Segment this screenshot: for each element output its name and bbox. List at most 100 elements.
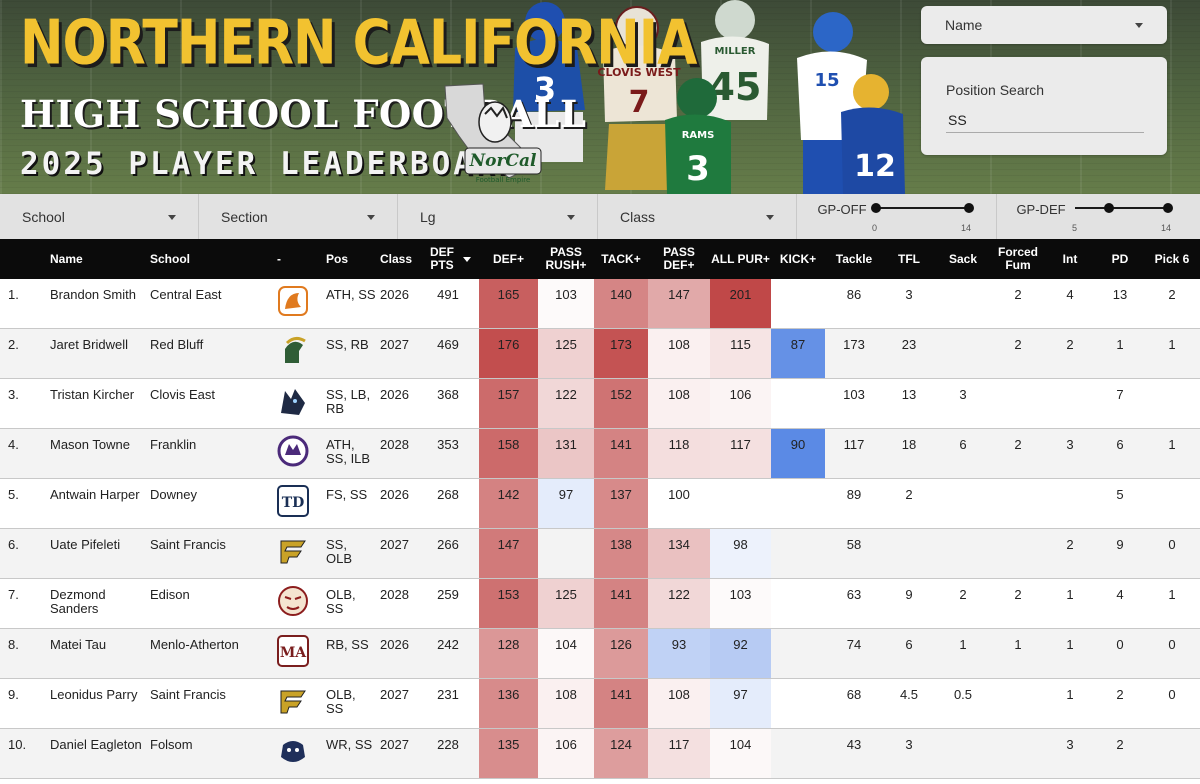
col-header-sack[interactable]: Sack xyxy=(948,251,978,266)
heat-cell-tack xyxy=(594,329,648,378)
class-dropdown[interactable]: Class xyxy=(598,194,797,239)
table-row[interactable]: TD 5. Antwain Harper Downey FS, SS 2026 268 142… xyxy=(0,479,1200,529)
col-header-tackle[interactable]: Tackle xyxy=(835,251,873,266)
table-row[interactable]: 7. Dezmond Sanders Edison OLB, SS 2028 259 153… xyxy=(0,579,1200,629)
col-header-tack[interactable]: TACK+ xyxy=(601,251,641,266)
heat-cell-pass-rush xyxy=(538,629,594,678)
col-header-school[interactable]: School xyxy=(150,251,191,266)
cell-name[interactable]: Uate Pifeleti xyxy=(50,537,121,552)
cell-class: 2027 xyxy=(380,737,409,752)
gp-off-max-handle[interactable] xyxy=(964,203,974,213)
col-header-class[interactable]: Class xyxy=(380,251,413,266)
cell-school[interactable]: Clovis East xyxy=(150,387,216,402)
cell-name[interactable]: Antwain Harper xyxy=(50,487,140,502)
cell-tackle: 68 xyxy=(846,687,862,702)
gp-off-min-tick: 0 xyxy=(872,223,878,233)
gp-off-slider[interactable]: GP-OFF 0 14 xyxy=(797,194,997,239)
cell-sack: 0.5 xyxy=(953,687,973,702)
col-header-logo[interactable]: - xyxy=(277,251,281,266)
cell-name[interactable]: Mason Towne xyxy=(50,437,130,452)
heat-cell-pass-rush xyxy=(538,329,594,378)
cell-school[interactable]: Edison xyxy=(150,587,190,602)
table-row[interactable]: 4. Mason Towne Franklin ATH, SS, ILB 2028 353… xyxy=(0,429,1200,479)
cell-tackle: 173 xyxy=(843,337,865,352)
cell-school[interactable]: Downey xyxy=(150,487,197,502)
col-header-name[interactable]: Name xyxy=(50,251,83,266)
cell-name[interactable]: Dezmond Sanders xyxy=(50,587,106,616)
cell-school[interactable]: Menlo-Atherton xyxy=(150,637,239,652)
cell-school[interactable]: Saint Francis xyxy=(150,687,226,702)
cell-tack: 141 xyxy=(610,437,632,452)
col-header-pos[interactable]: Pos xyxy=(326,251,349,266)
table-row[interactable]: 1. Brandon Smith Central East ATH, SS 2026 49… xyxy=(0,279,1200,329)
cell-name[interactable]: Matei Tau xyxy=(50,637,107,652)
cell-tack: 140 xyxy=(610,287,632,302)
cell-school[interactable]: Central East xyxy=(150,287,222,302)
table-row[interactable]: 3. Tristan Kircher Clovis East SS, LB, RB 20… xyxy=(0,379,1200,429)
table-row[interactable]: 2. Jaret Bridwell Red Bluff SS, RB 2027 469 17… xyxy=(0,329,1200,379)
cell-pos: WR, SS xyxy=(326,737,373,752)
col-header-int[interactable]: Int xyxy=(1062,251,1078,266)
cell-class: 2027 xyxy=(380,537,409,552)
school-dropdown[interactable]: School xyxy=(0,194,199,239)
heat-cell-tack xyxy=(594,629,648,678)
col-header-tfl[interactable]: TFL xyxy=(898,251,920,266)
gp-off-track xyxy=(875,207,969,209)
filter-bar: School Section Lg Class GP-OFF 0 14 GP-D… xyxy=(0,194,1200,239)
caret-down-icon xyxy=(168,215,176,220)
position-search-label: Position Search xyxy=(946,82,1045,98)
cell-pick6 xyxy=(1148,729,1196,778)
heat-cell-all-pur xyxy=(710,679,771,728)
gp-def-min-handle[interactable] xyxy=(1104,203,1114,213)
cell-all-pur: 117 xyxy=(730,437,751,452)
cell-forced-fum: 2 xyxy=(1014,587,1022,602)
cell-name[interactable]: Tristan Kircher xyxy=(50,387,135,402)
cell-school[interactable]: Red Bluff xyxy=(150,337,204,352)
cell-def-pts: 228 xyxy=(437,737,459,752)
cell-int: 2 xyxy=(1066,337,1074,352)
col-header-def-pts-label: DEF PTS xyxy=(430,245,454,272)
cell-tfl: 3 xyxy=(905,737,913,752)
cell-def-pts: 353 xyxy=(437,437,459,452)
table-row[interactable]: 10. Daniel Eagleton Folsom WR, SS 2027 228 135… xyxy=(0,729,1200,779)
col-header-all-pur[interactable]: ALL PUR+ xyxy=(711,251,770,266)
col-header-kick[interactable]: KICK+ xyxy=(779,251,817,266)
gp-def-min-tick: 5 xyxy=(1072,223,1078,233)
name-dropdown[interactable]: Name xyxy=(921,6,1167,44)
cell-sack: 1 xyxy=(959,637,967,652)
jersey-number-3: 45 xyxy=(709,65,762,109)
cell-name[interactable]: Jaret Bridwell xyxy=(50,337,129,352)
col-header-pass-def[interactable]: PASS DEF+ xyxy=(663,245,695,272)
col-header-pd[interactable]: PD xyxy=(1111,251,1129,266)
gp-off-min-handle[interactable] xyxy=(871,203,881,213)
league-dropdown[interactable]: Lg xyxy=(398,194,598,239)
heat-cell-pass-rush xyxy=(538,479,594,528)
cell-name[interactable]: Leonidus Parry xyxy=(50,687,138,702)
cell-pd: 2 xyxy=(1116,737,1124,752)
cell-kick: 90 xyxy=(790,437,806,452)
cell-pass-rush: 104 xyxy=(555,637,577,652)
cell-name[interactable]: Brandon Smith xyxy=(50,287,136,302)
table-row[interactable]: 6. Uate Pifeleti Saint Francis SS, OLB 2027 2… xyxy=(0,529,1200,579)
col-header-pass-rush[interactable]: PASS RUSH+ xyxy=(545,245,587,272)
cell-school[interactable]: Franklin xyxy=(150,437,197,452)
cell-pass-def: 108 xyxy=(668,387,690,402)
col-header-def-pts[interactable]: DEF PTS xyxy=(422,239,474,279)
section-dropdown[interactable]: Section xyxy=(199,194,398,239)
col-header-def-plus[interactable]: DEF+ xyxy=(492,251,524,266)
cell-class: 2026 xyxy=(380,487,409,502)
gp-def-slider[interactable]: GP-DEF 5 14 xyxy=(997,194,1200,239)
timberwolf-icon xyxy=(281,389,305,415)
position-search-input[interactable] xyxy=(946,107,1144,133)
cell-school[interactable]: Folsom xyxy=(150,737,193,752)
col-header-forced-fum[interactable]: Forced Fum xyxy=(997,245,1038,272)
gp-def-max-handle[interactable] xyxy=(1163,203,1173,213)
caret-down-icon xyxy=(367,215,375,220)
jersey-number-2: 7 xyxy=(629,85,650,120)
cell-name[interactable]: Daniel Eagleton xyxy=(50,737,142,752)
table-row[interactable]: 9. Leonidus Parry Saint Francis OLB, SS 2027… xyxy=(0,679,1200,729)
cell-def-plus: 147 xyxy=(497,537,520,552)
col-header-pick6[interactable]: Pick 6 xyxy=(1154,251,1190,266)
cell-school[interactable]: Saint Francis xyxy=(150,537,226,552)
table-row[interactable]: MA 8. Matei Tau Menlo-Atherton RB, SS 2026 242… xyxy=(0,629,1200,679)
